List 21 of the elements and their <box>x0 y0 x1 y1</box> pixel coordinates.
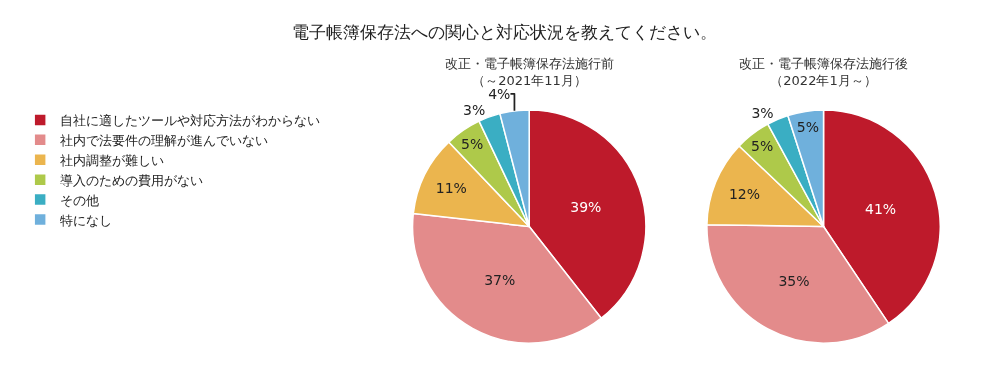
data-label: 37% <box>484 271 516 288</box>
legend-label: 社内で法要件の理解が進んでいない <box>60 132 269 148</box>
legend-label: 導入のための費用がない <box>60 172 204 188</box>
data-label: 5% <box>751 138 774 155</box>
legend-label: その他 <box>60 192 100 208</box>
data-label: 39% <box>570 198 602 215</box>
slice-label: 改正・電子帳簿保存法施行後（2022年1月～） <box>739 56 908 88</box>
data-label: 3% <box>751 104 774 121</box>
data-label: 3% <box>463 101 486 118</box>
data-label: 41% <box>864 201 897 218</box>
data-label: 11% <box>435 179 467 196</box>
data-label: 5% <box>796 118 819 135</box>
legend-label: 社内調整が難しい <box>60 152 165 168</box>
data-label: 4% <box>488 85 511 102</box>
data-label: 35% <box>778 272 810 289</box>
chart-title: 電子帳簿保存法への関心と対応状況を教えてください。 <box>291 22 717 43</box>
legend-label: 自社に適したツールや対応方法がわからない <box>60 113 321 129</box>
slice-label: 改正・電子帳簿保存法施行前（～2021年11月） <box>445 56 614 88</box>
data-label: 12% <box>728 186 761 203</box>
legend-label: 特になし <box>60 212 113 228</box>
data-label: 5% <box>460 135 484 152</box>
